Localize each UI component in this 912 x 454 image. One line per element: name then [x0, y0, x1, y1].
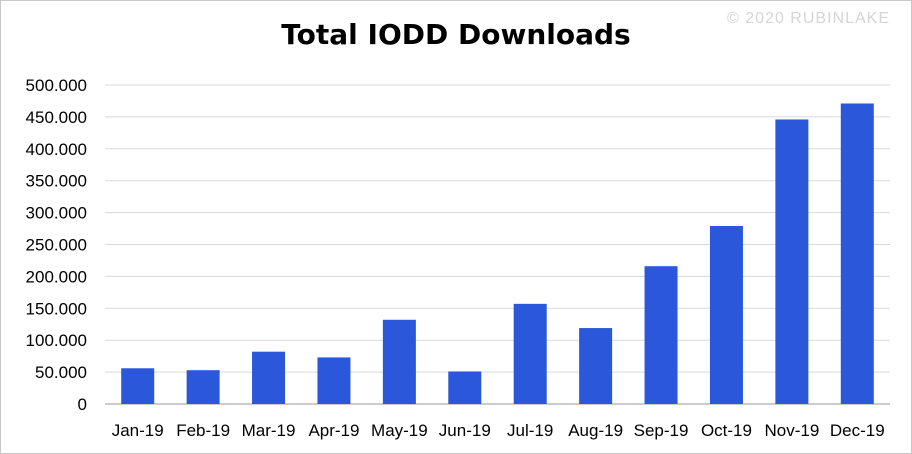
- bar: [644, 266, 678, 404]
- x-tick-label: Dec-19: [830, 421, 885, 440]
- y-tick-label: 100.000: [26, 331, 87, 350]
- y-tick-label: 50.000: [35, 363, 87, 382]
- gridlines: [105, 84, 890, 405]
- bar: [186, 370, 220, 404]
- y-tick-label: 0: [78, 395, 87, 414]
- bar: [121, 368, 155, 404]
- x-tick-label: Feb-19: [176, 421, 230, 440]
- bars: [121, 103, 874, 405]
- y-tick-label: 250.000: [26, 236, 87, 255]
- bar: [579, 328, 613, 404]
- bar: [382, 319, 416, 404]
- y-axis: 0 50.000 100.000 150.000 200.000 250.000 300.0…: [26, 76, 87, 414]
- y-tick-label: 400.000: [26, 140, 87, 159]
- chart-title: Total IODD Downloads: [281, 18, 631, 51]
- bar: [775, 119, 809, 405]
- bar: [252, 351, 286, 404]
- bar: [840, 103, 874, 404]
- watermark: © 2020 RUBINLAKE: [727, 10, 890, 27]
- y-tick-label: 300.000: [26, 204, 87, 223]
- bar: [513, 303, 547, 404]
- x-tick-label: Nov-19: [764, 421, 819, 440]
- bar: [709, 225, 743, 404]
- bar: [317, 357, 351, 404]
- x-tick-label: Sep-19: [634, 421, 689, 440]
- y-tick-label: 450.000: [26, 108, 87, 127]
- x-tick-label: Mar-19: [242, 421, 296, 440]
- x-tick-label: Jan-19: [112, 421, 164, 440]
- x-tick-label: Aug-19: [568, 421, 623, 440]
- x-tick-label: Apr-19: [308, 421, 359, 440]
- y-tick-label: 200.000: [26, 267, 87, 286]
- y-tick-label: 350.000: [26, 172, 87, 191]
- x-axis: Jan-19 Feb-19 Mar-19 Apr-19 May-19 Jun-19 Jul-…: [112, 421, 885, 440]
- bar: [448, 371, 482, 404]
- x-tick-label: May-19: [371, 421, 428, 440]
- x-tick-label: Jul-19: [507, 421, 553, 440]
- x-tick-label: Oct-19: [701, 421, 752, 440]
- x-tick-label: Jun-19: [439, 421, 491, 440]
- y-tick-label: 150.000: [26, 299, 87, 318]
- y-tick-label: 500.000: [26, 76, 87, 95]
